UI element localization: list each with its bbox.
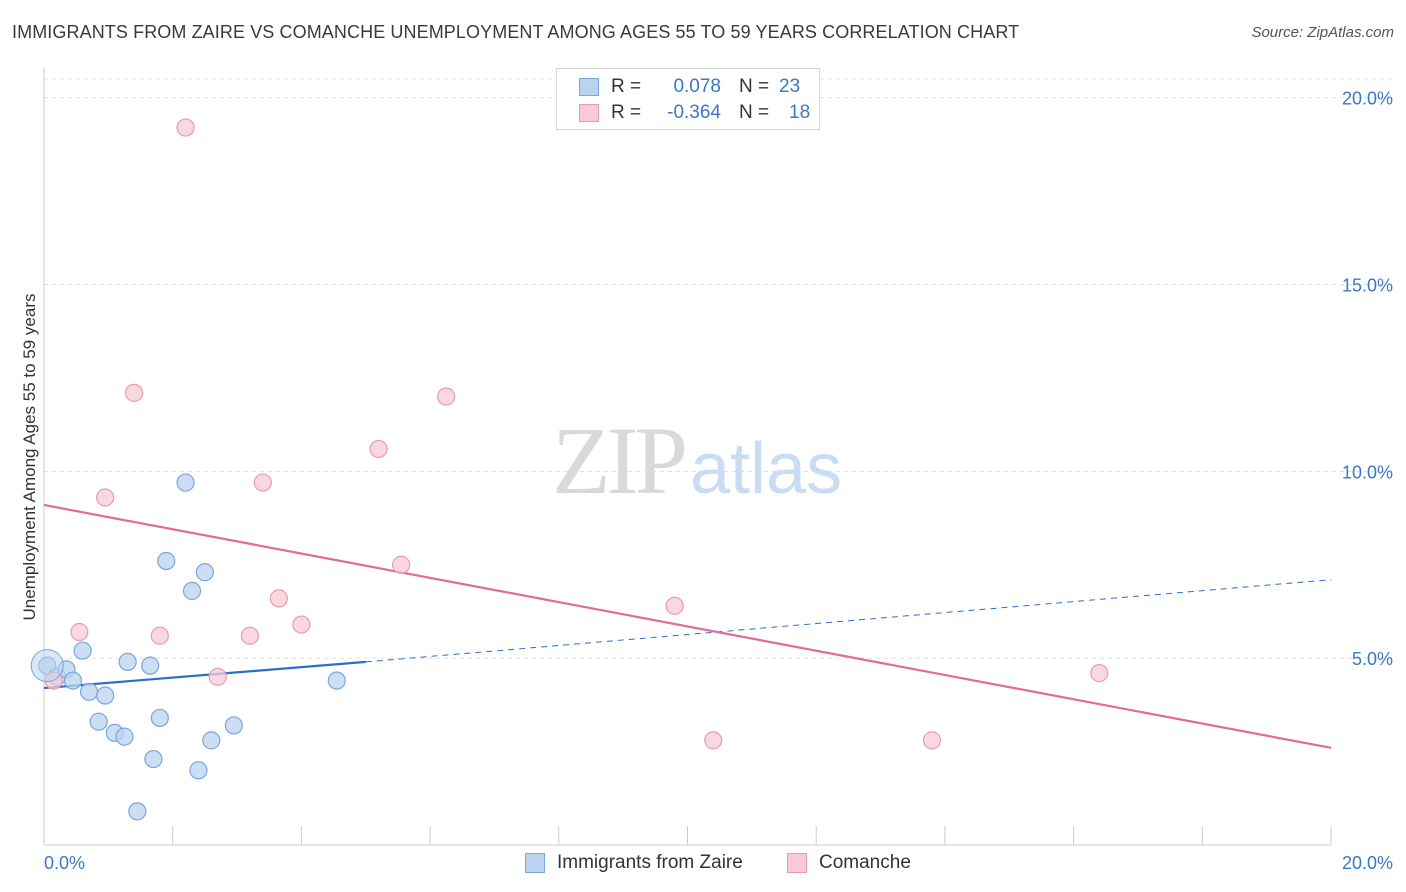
point-comanche <box>269 589 288 608</box>
point-comanche <box>253 473 272 492</box>
series-name-comanche: Comanche <box>819 852 911 873</box>
series-legend-comanche: Comanche <box>787 852 911 874</box>
series-swatch-zaire <box>525 853 545 873</box>
series-legend-zaire: Immigrants from Zaire <box>525 852 743 874</box>
point-zaire <box>157 551 176 571</box>
series-swatch-comanche <box>787 853 807 873</box>
source-label: Source: ZipAtlas.com <box>1251 24 1394 41</box>
point-comanche <box>665 596 684 615</box>
point-zaire <box>182 581 202 601</box>
axes <box>43 68 1332 846</box>
x-tick-label-min: 0.0% <box>44 853 85 873</box>
point-zaire <box>115 727 134 746</box>
point-zaire <box>128 802 147 821</box>
grid-lines <box>44 78 1392 659</box>
point-comanche <box>150 626 169 645</box>
point-comanche <box>70 622 89 642</box>
point-comanche <box>292 615 311 634</box>
legend-n-label: N = <box>739 76 770 97</box>
point-zaire <box>176 473 195 492</box>
point-zaire <box>73 641 92 660</box>
point-comanche <box>1090 664 1109 683</box>
point-zaire <box>89 712 108 731</box>
point-comanche <box>704 731 723 750</box>
point-comanche <box>437 387 456 406</box>
legend-swatch-comanche <box>579 104 599 122</box>
point-comanche <box>922 731 942 750</box>
point-zaire <box>96 686 115 705</box>
legend-r-label: R = <box>611 102 642 123</box>
point-comanche <box>392 555 411 574</box>
y-tick-label: 20.0% <box>1342 89 1393 109</box>
point-zaire <box>150 708 169 728</box>
point-zaire <box>224 716 243 735</box>
legend-r-label: R = <box>611 76 642 97</box>
point-cluster-zaire <box>30 649 64 683</box>
point-comanche <box>369 439 388 459</box>
data-points <box>30 118 1109 821</box>
point-zaire <box>144 749 163 769</box>
legend-row-zaire: R = 0.078 N = 23 <box>579 75 800 99</box>
trend-line-comanche <box>43 503 1332 749</box>
tick-labels: 5.0% 10.0% 15.0% 20.0% 0.0% 20.0% <box>44 89 1393 873</box>
y-tick-label: 5.0% <box>1352 649 1393 669</box>
legend-n-value: 18 <box>789 102 811 123</box>
trend-line-zaire <box>43 660 366 690</box>
legend-r-value: 0.078 <box>673 76 721 97</box>
legend-row-comanche: R = -0.364 N = 18 <box>579 101 810 125</box>
point-comanche <box>208 667 227 686</box>
series-name-zaire: Immigrants from Zaire <box>557 852 743 873</box>
point-zaire <box>195 563 214 582</box>
point-zaire <box>202 731 221 750</box>
point-comanche <box>96 488 115 507</box>
point-zaire <box>63 671 83 690</box>
point-zaire <box>141 656 160 675</box>
y-tick-label: 15.0% <box>1342 276 1393 296</box>
point-zaire <box>327 671 346 690</box>
point-comanche <box>176 118 195 137</box>
series-legend: Immigrants from Zaire Comanche <box>0 852 1406 878</box>
point-comanche <box>124 383 144 402</box>
trend-lines <box>43 503 1332 749</box>
point-zaire <box>189 761 208 780</box>
chart-title: IMMIGRANTS FROM ZAIRE VS COMANCHE UNEMPL… <box>12 22 1020 42</box>
y-tick-label: 10.0% <box>1342 462 1393 482</box>
correlation-legend: R = 0.078 N = 23 R = -0.364 N = 18 <box>556 68 820 130</box>
legend-r-value: -0.364 <box>667 102 721 123</box>
legend-n-value: 23 <box>779 76 801 97</box>
point-zaire <box>118 652 137 672</box>
point-comanche <box>240 626 260 645</box>
trend-line-dashed-zaire <box>365 579 1332 663</box>
x-tick-label-max: 20.0% <box>1342 853 1393 873</box>
point-zaire <box>79 682 99 701</box>
legend-swatch-zaire <box>579 78 599 96</box>
legend-n-label: N = <box>739 102 770 123</box>
